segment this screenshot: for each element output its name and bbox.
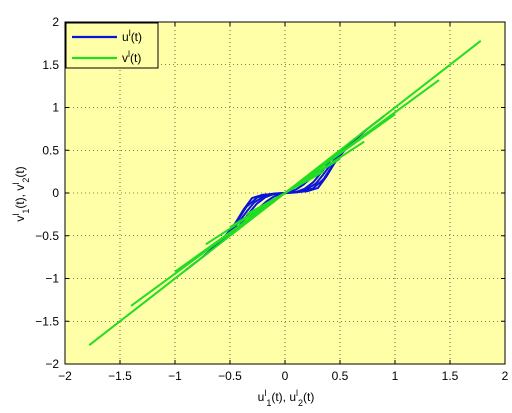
y-tick-label: −1	[45, 272, 59, 286]
y-tick-label: 0.5	[42, 143, 59, 157]
x-tick-label: −2	[58, 369, 72, 383]
axis-ticks: −2 −1.5 −1 −0.5 0 0.5 1 1.5 2 −2 −1.5 −1 −0.5 0 0.5 1 1.…	[35, 15, 508, 383]
x-tick-label: 0.5	[332, 369, 349, 383]
legend: ul(t) vl(t)	[65, 22, 159, 69]
x-tick-label: −1	[168, 369, 182, 383]
series-line-10	[246, 170, 324, 216]
series-layer	[88, 40, 482, 346]
x-axis-label: ul1(t), ul2(t)	[258, 388, 315, 408]
y-tick-label: 1	[52, 101, 59, 115]
legend-label-u: ul(t)	[122, 28, 142, 44]
x-tick-label: 2	[502, 369, 509, 383]
legend-box	[65, 22, 159, 69]
x-tick-label: 1	[392, 369, 399, 383]
y-tick-label: −0.5	[35, 229, 59, 243]
legend-label-v: vl(t)	[122, 49, 141, 65]
y-axis-label: vl1(t), vl2(t)	[11, 166, 31, 221]
y-tick-label: 0	[52, 186, 59, 200]
x-tick-label: −0.5	[218, 369, 242, 383]
x-tick-label: −1.5	[108, 369, 132, 383]
x-tick-label: 0	[282, 369, 289, 383]
y-tick-label: −1.5	[35, 314, 59, 328]
x-tick-label: 1.5	[442, 369, 459, 383]
y-tick-label: 1.5	[42, 58, 59, 72]
y-tick-label: −2	[45, 357, 59, 371]
y-tick-label: 2	[52, 15, 59, 29]
